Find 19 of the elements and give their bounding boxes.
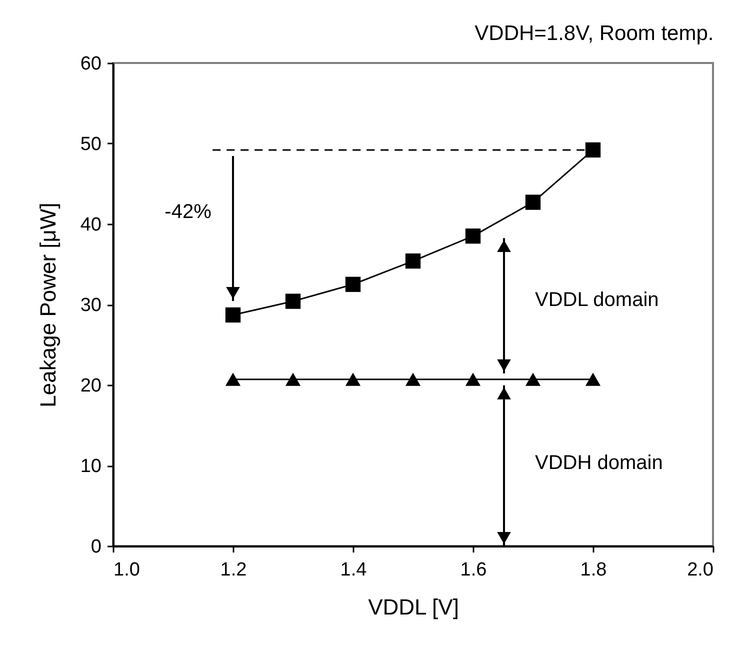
annotation: VDDH domain (535, 452, 663, 474)
y-tick-label: 0 (90, 536, 102, 558)
y-tick-label: 30 (80, 295, 102, 316)
y-tick-label: 10 (80, 456, 102, 477)
x-tick-label: 1.4 (340, 560, 368, 580)
y-tick-label: 40 (80, 214, 102, 236)
y-tick-label: 60 (80, 54, 102, 74)
y-tick-label: 20 (80, 376, 102, 396)
y-tick-label: 50 (80, 134, 102, 155)
x-tick-label: 1.6 (460, 560, 487, 580)
x-tick-label: 2.0 (687, 560, 714, 580)
x-axis-title: VDDL [V] (368, 594, 459, 620)
annotation: -42% (164, 201, 212, 223)
x-tick-label: 1.0 (114, 560, 140, 580)
chart-title: VDDH=1.8V, Room temp. (474, 22, 714, 45)
y-axis-title: Leakage Power [μW] (35, 202, 60, 408)
x-tick-label: 1.8 (580, 560, 607, 580)
annotation: VDDL domain (535, 289, 659, 311)
x-tick-label: 1.2 (220, 560, 247, 580)
